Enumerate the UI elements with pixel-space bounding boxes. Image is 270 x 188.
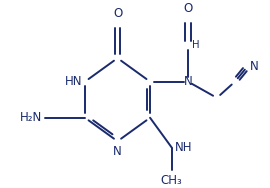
Text: O: O <box>113 7 122 20</box>
Text: H: H <box>192 40 199 51</box>
Text: CH₃: CH₃ <box>161 174 183 187</box>
Text: HN: HN <box>65 75 82 88</box>
Text: N: N <box>184 75 192 88</box>
Text: O: O <box>183 2 193 15</box>
Text: N: N <box>250 60 259 73</box>
Text: N: N <box>113 145 122 158</box>
Text: NH: NH <box>175 141 193 154</box>
Text: H₂N: H₂N <box>20 111 43 124</box>
